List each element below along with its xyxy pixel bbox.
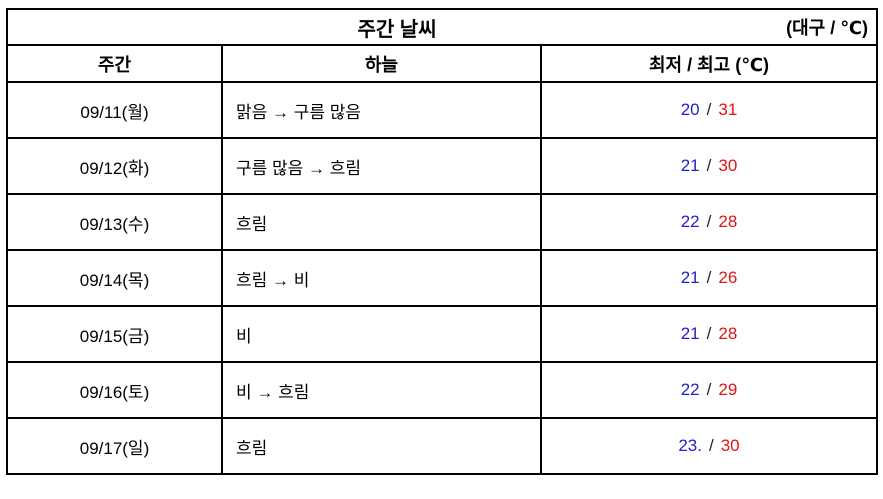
temp-separator: /: [706, 156, 712, 175]
high-temp: 28: [718, 212, 738, 231]
temp-separator: /: [706, 380, 712, 399]
high-temp: 30: [720, 436, 740, 455]
date-cell: 09/11(월): [6, 81, 223, 139]
temp-cell: 21 / 28: [540, 305, 878, 363]
temp-cell: 21 / 26: [540, 249, 878, 307]
location-unit-label: (대구 / ℃): [786, 18, 868, 38]
high-temp: 26: [718, 268, 738, 287]
date-cell: 09/17(일): [6, 417, 223, 475]
weekly-weather-table: 주간 날씨 (대구 / ℃) 주간 하늘 최저 / 최고 (℃) 09/11(월…: [6, 8, 878, 475]
column-header-week: 주간: [6, 44, 223, 83]
date-cell: 09/16(토): [6, 361, 223, 419]
sky-cell: 비 → 흐림: [221, 361, 542, 419]
temp-cell: 23. / 30: [540, 417, 878, 475]
page-title: 주간 날씨: [357, 18, 437, 41]
low-temp: 21: [680, 156, 700, 175]
table-row: 09/15(금) 비 21 / 28: [6, 305, 878, 363]
low-temp: 22: [680, 212, 700, 231]
table-row: 09/14(목) 흐림 → 비 21 / 26: [6, 249, 878, 307]
low-temp: 22: [680, 380, 700, 399]
table-row: 09/17(일) 흐림 23. / 30: [6, 417, 878, 475]
column-header-temp: 최저 / 최고 (℃): [540, 44, 878, 83]
temp-separator: /: [706, 100, 712, 119]
high-temp: 28: [718, 324, 738, 343]
table-row: 09/16(토) 비 → 흐림 22 / 29: [6, 361, 878, 419]
title-flex: 주간 날씨 (대구 / ℃): [8, 13, 876, 42]
date-cell: 09/13(수): [6, 193, 223, 251]
table-row: 09/13(수) 흐림 22 / 28: [6, 193, 878, 251]
title-row: 주간 날씨 (대구 / ℃): [6, 8, 878, 46]
high-temp: 29: [718, 380, 738, 399]
low-temp: 21: [680, 324, 700, 343]
sky-cell: 구름 많음 → 흐림: [221, 137, 542, 195]
low-temp: 20: [680, 100, 700, 119]
temp-cell: 20 / 31: [540, 81, 878, 139]
temp-separator: /: [706, 324, 712, 343]
sky-cell: 흐림: [221, 417, 542, 475]
temp-cell: 22 / 29: [540, 361, 878, 419]
column-header-sky: 하늘: [221, 44, 542, 83]
temp-separator: /: [708, 436, 714, 455]
date-cell: 09/14(목): [6, 249, 223, 307]
header-row: 주간 하늘 최저 / 최고 (℃): [6, 44, 878, 83]
temp-separator: /: [706, 212, 712, 231]
sky-cell: 흐림: [221, 193, 542, 251]
temp-separator: /: [706, 268, 712, 287]
temp-cell: 21 / 30: [540, 137, 878, 195]
date-cell: 09/12(화): [6, 137, 223, 195]
sky-cell: 흐림 → 비: [221, 249, 542, 307]
sky-cell: 비: [221, 305, 542, 363]
table-row: 09/12(화) 구름 많음 → 흐림 21 / 30: [6, 137, 878, 195]
date-cell: 09/15(금): [6, 305, 223, 363]
low-temp: 23.: [678, 436, 702, 455]
high-temp: 31: [718, 100, 738, 119]
low-temp: 21: [680, 268, 700, 287]
high-temp: 30: [718, 156, 738, 175]
table-row: 09/11(월) 맑음 → 구름 많음 20 / 31: [6, 81, 878, 139]
temp-cell: 22 / 28: [540, 193, 878, 251]
title-cell: 주간 날씨 (대구 / ℃): [6, 8, 878, 46]
sky-cell: 맑음 → 구름 많음: [221, 81, 542, 139]
